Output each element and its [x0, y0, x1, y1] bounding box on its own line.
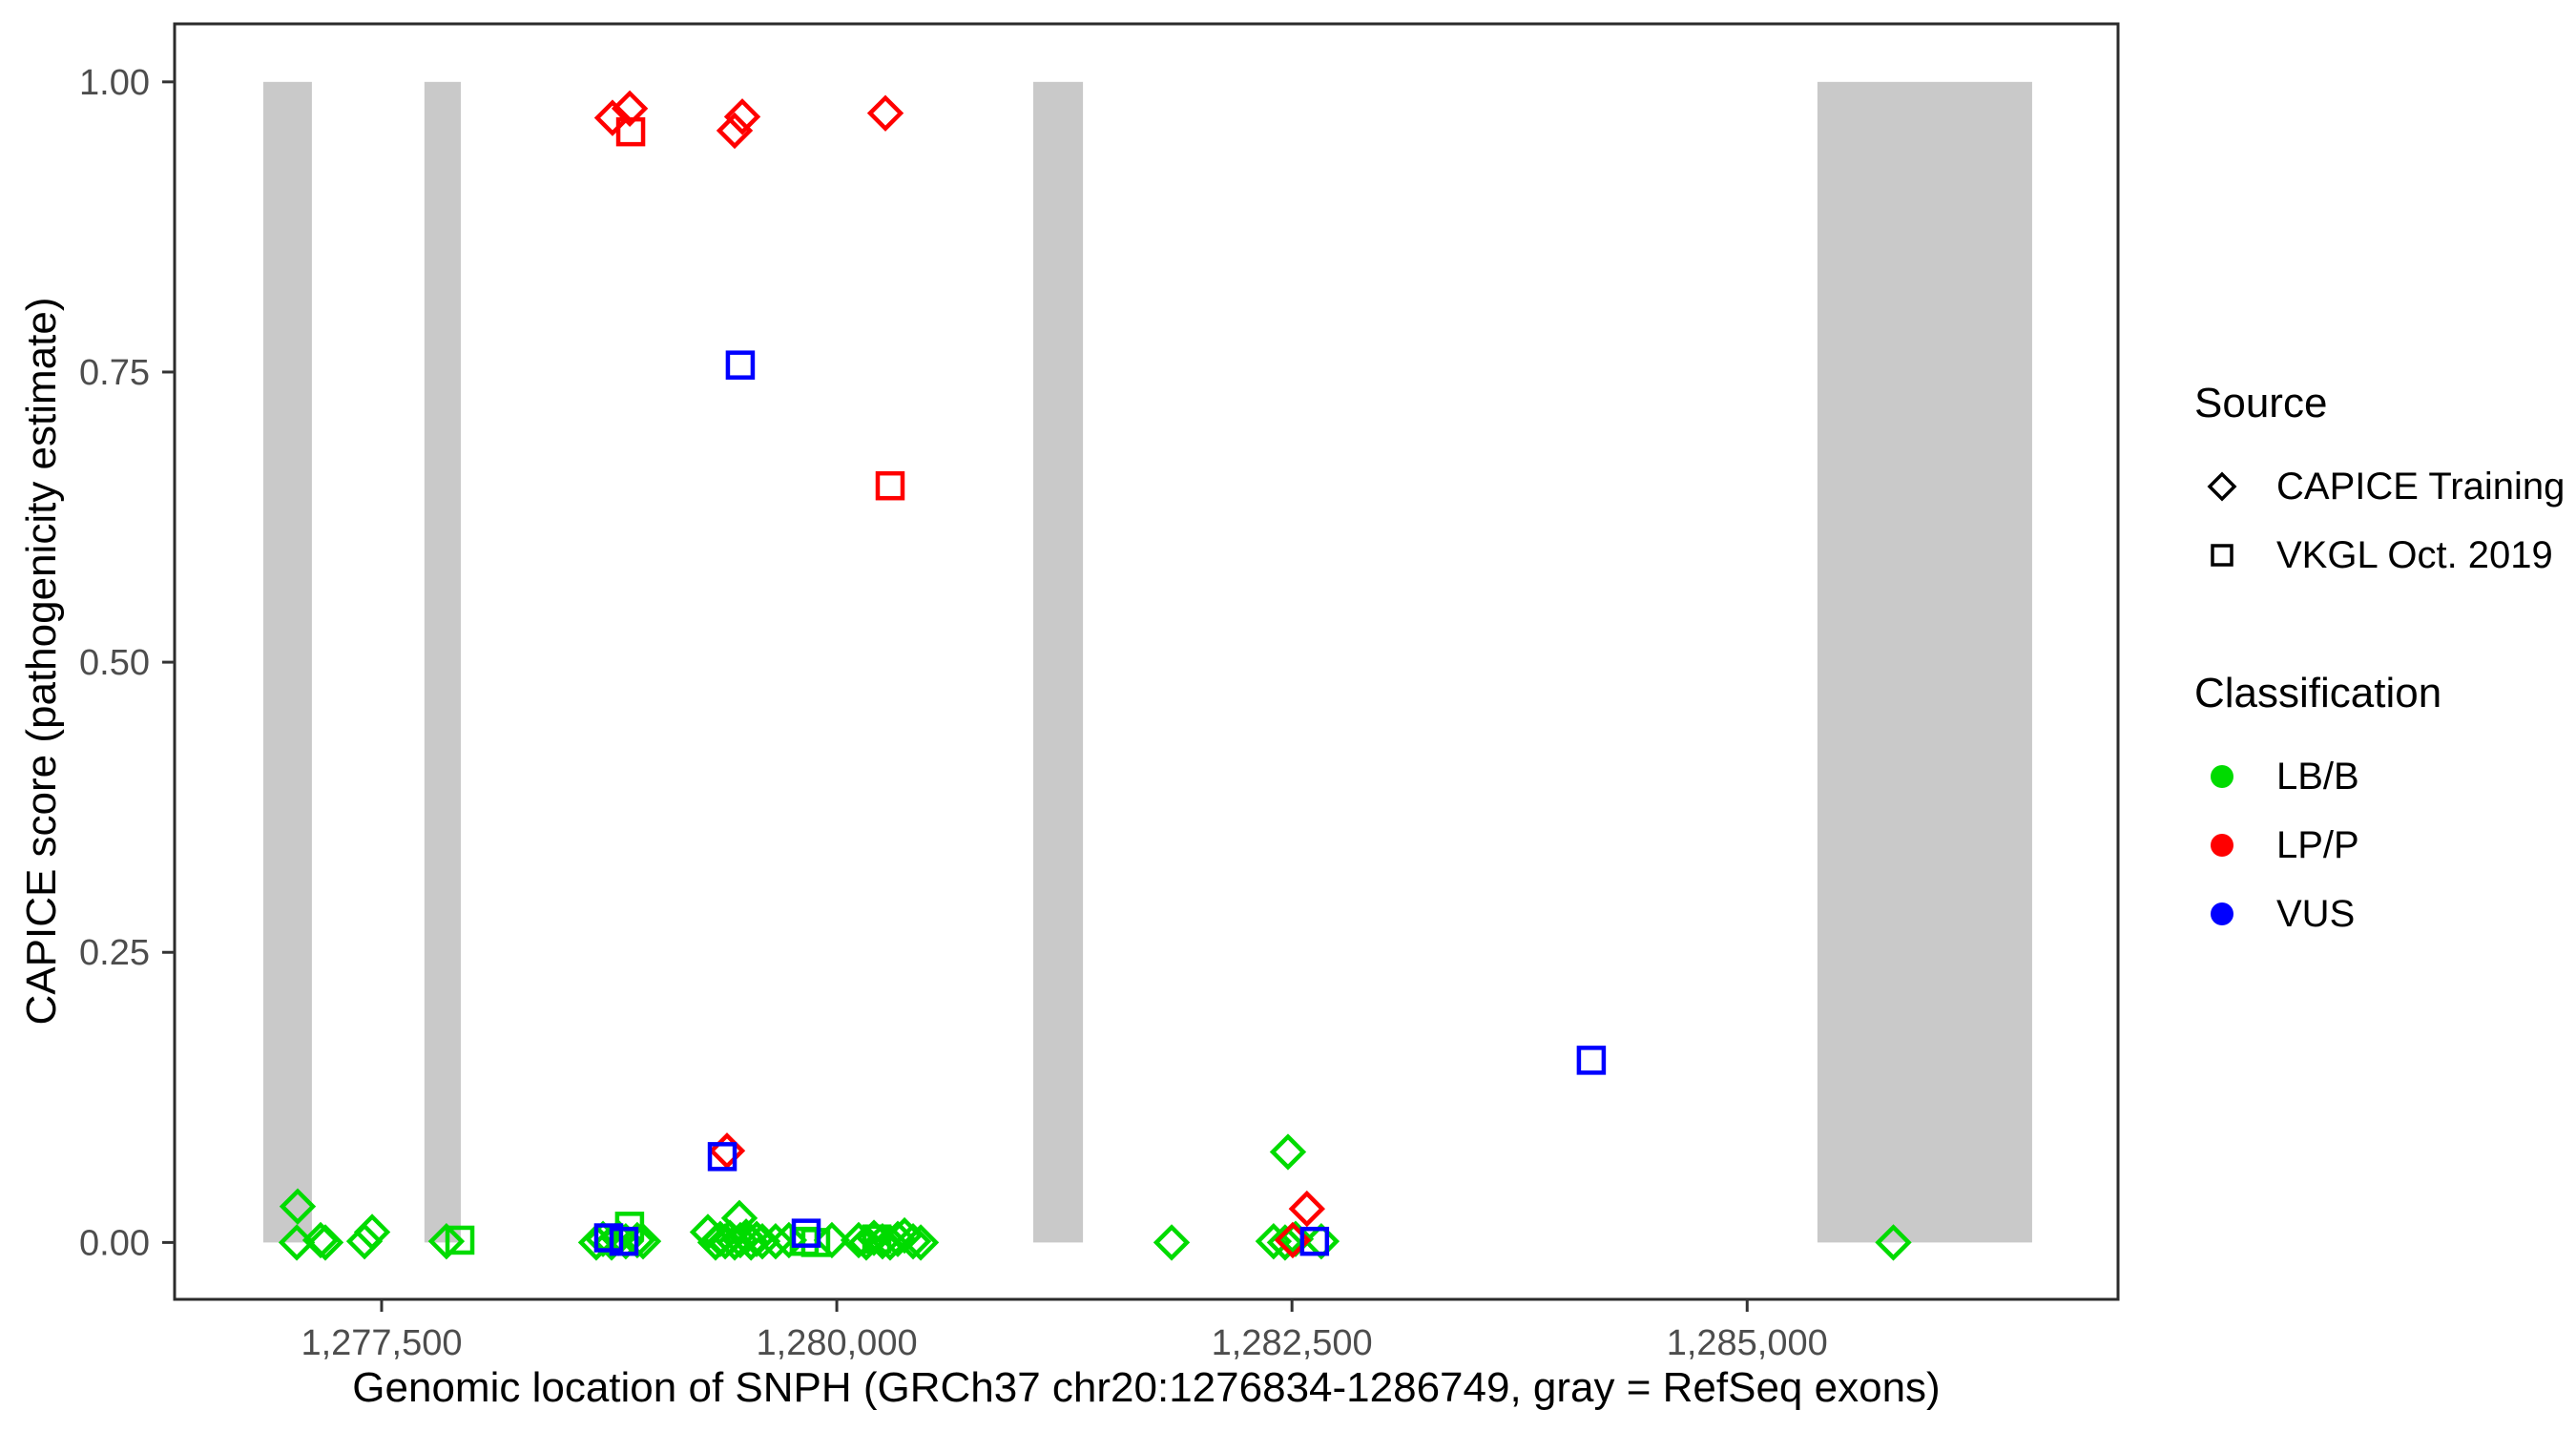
- data-point-square: [445, 1225, 475, 1255]
- data-point-diamond: [894, 1222, 932, 1260]
- legend-source-item: VKGL Oct. 2019: [2194, 521, 2566, 590]
- data-point-square: [725, 350, 756, 380]
- legend-classification-label: VUS: [2276, 892, 2356, 935]
- legend-classification-label: LB/B: [2276, 755, 2359, 798]
- data-point-square: [593, 1223, 624, 1253]
- data-point-diamond: [757, 1222, 795, 1260]
- data-point-diamond: [624, 1222, 662, 1260]
- data-point-diamond: [1875, 1224, 1912, 1261]
- legend-classification-item: VUS: [2194, 880, 2566, 948]
- data-point-diamond: [708, 1132, 746, 1170]
- refseq-exon-bar: [424, 81, 461, 1243]
- data-point-diamond: [1153, 1224, 1191, 1261]
- x-tick-label: 1,280,000: [757, 1323, 918, 1363]
- data-point-diamond: [306, 1224, 344, 1261]
- y-tick-label: 0.00: [79, 1223, 150, 1263]
- x-tick-label: 1,285,000: [1667, 1323, 1828, 1363]
- data-point-diamond: [345, 1222, 384, 1260]
- data-point-diamond: [770, 1221, 808, 1259]
- x-tick-label: 1,277,500: [301, 1323, 462, 1363]
- legend-group-classification: Classification LB/B LP/P VUS: [2194, 670, 2566, 948]
- data-point-square: [862, 1224, 892, 1254]
- data-point-diamond: [353, 1213, 391, 1251]
- data-point-diamond: [1266, 1224, 1304, 1261]
- legend-classification-symbol: [2194, 749, 2250, 804]
- legend-source-label: VKGL Oct. 2019: [2276, 533, 2553, 576]
- legend-source-title: Source: [2194, 380, 2328, 426]
- y-tick-label: 0.75: [79, 353, 150, 393]
- dot-marker-icon: [2211, 834, 2233, 857]
- legend: Source CAPICE Training VKGL Oct. 2019 Cla…: [2194, 380, 2566, 1028]
- legend-source-symbol: [2194, 528, 2250, 583]
- legend-classification-symbol: [2194, 886, 2250, 942]
- data-point-diamond: [427, 1222, 466, 1260]
- legend-classification-title: Classification: [2194, 670, 2442, 716]
- data-point-square: [791, 1218, 821, 1248]
- data-point-diamond: [1269, 1133, 1307, 1171]
- data-point-diamond: [902, 1224, 940, 1261]
- y-tick-label: 1.00: [79, 63, 150, 103]
- legend-classification-item: LP/P: [2194, 811, 2566, 880]
- data-point-diamond: [743, 1222, 781, 1260]
- data-point-diamond: [593, 99, 632, 136]
- data-point-diamond: [866, 94, 904, 132]
- legend-group-source: Source CAPICE Training VKGL Oct. 2019: [2194, 380, 2566, 590]
- data-point-square: [1576, 1046, 1607, 1075]
- data-point-diamond: [1288, 1190, 1326, 1228]
- data-point-square: [800, 1228, 831, 1257]
- data-point-diamond: [840, 1221, 878, 1259]
- x-axis-title: Genomic location of SNPH (GRCh37 chr20:1…: [352, 1364, 1941, 1411]
- refseq-exon-bar: [262, 81, 312, 1243]
- y-tick-label: 0.50: [79, 643, 150, 683]
- refseq-exon-bar: [1817, 81, 2032, 1243]
- x-tick-label: 1,282,500: [1212, 1323, 1373, 1363]
- legend-source-symbol: [2194, 459, 2250, 514]
- data-point-square: [1299, 1226, 1330, 1256]
- data-point-square: [707, 1142, 737, 1172]
- dot-marker-icon: [2211, 765, 2233, 788]
- data-point-diamond: [813, 1221, 851, 1259]
- y-axis-title: CAPICE score (pathogenicity estimate): [18, 297, 65, 1026]
- data-point-square: [875, 470, 905, 501]
- legend-classification-item: LB/B: [2194, 742, 2566, 811]
- data-point-diamond: [720, 1199, 758, 1237]
- legend-source-item: CAPICE Training: [2194, 452, 2566, 521]
- data-point-diamond: [1302, 1222, 1340, 1260]
- diamond-marker-icon: [2207, 471, 2237, 502]
- dot-marker-icon: [2211, 902, 2233, 925]
- legend-classification-label: LP/P: [2276, 823, 2359, 866]
- square-marker-icon: [2211, 544, 2233, 567]
- legend-source-label: CAPICE Training: [2276, 465, 2566, 508]
- data-point-diamond: [716, 112, 754, 150]
- legend-classification-symbol: [2194, 818, 2250, 873]
- data-point-square: [615, 116, 646, 147]
- y-tick-label: 0.25: [79, 933, 150, 973]
- data-point-square: [609, 1226, 639, 1256]
- refseq-exon-bar: [1032, 81, 1084, 1243]
- data-point-diamond: [611, 90, 649, 127]
- data-point-diamond: [279, 1188, 317, 1225]
- data-point-diamond: [723, 98, 761, 135]
